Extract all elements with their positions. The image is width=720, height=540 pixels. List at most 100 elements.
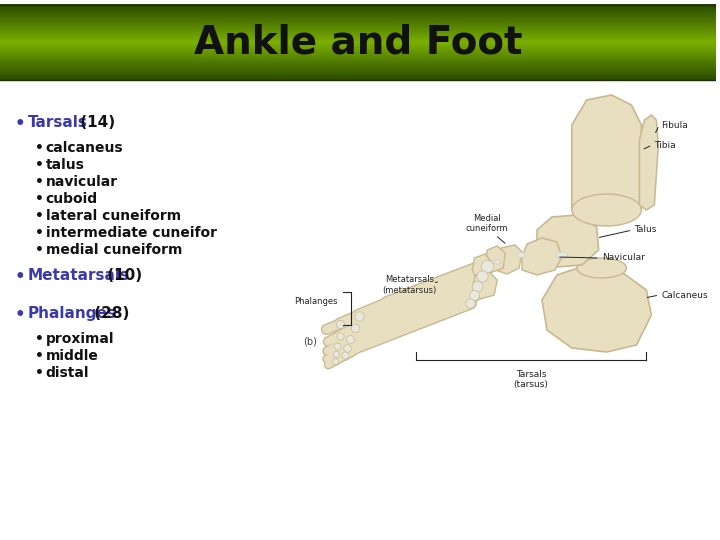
Bar: [0, 44, 716, 45]
Polygon shape: [472, 272, 498, 299]
Bar: [0, 14, 716, 16]
Bar: [0, 55, 716, 56]
Text: •: •: [15, 268, 25, 286]
Text: Phalanges: Phalanges: [28, 306, 117, 321]
Bar: [0, 30, 716, 32]
Bar: [0, 60, 716, 62]
Bar: [0, 21, 716, 22]
Bar: [0, 48, 716, 50]
Bar: [0, 33, 716, 34]
Polygon shape: [639, 115, 658, 210]
Bar: [0, 29, 716, 30]
Bar: [0, 12, 716, 14]
Bar: [0, 10, 716, 11]
Bar: [0, 14, 716, 15]
Text: •: •: [15, 115, 25, 133]
Bar: [0, 51, 716, 52]
Text: (10): (10): [102, 268, 143, 283]
Bar: [0, 29, 716, 30]
Polygon shape: [485, 246, 505, 272]
Bar: [0, 43, 716, 44]
Bar: [0, 28, 716, 29]
Bar: [0, 65, 716, 67]
Bar: [0, 10, 716, 12]
Polygon shape: [572, 95, 642, 225]
Bar: [0, 75, 716, 77]
Bar: [0, 78, 716, 79]
Bar: [0, 45, 716, 46]
Bar: [0, 65, 716, 66]
Text: navicular: navicular: [46, 175, 118, 189]
Bar: [0, 66, 716, 68]
Bar: [0, 56, 716, 57]
Text: Tarsals: Tarsals: [28, 115, 88, 130]
Bar: [0, 73, 716, 75]
Bar: [0, 70, 716, 72]
Text: Tarsals
(tarsus): Tarsals (tarsus): [513, 370, 549, 389]
Polygon shape: [522, 238, 562, 275]
Bar: [0, 79, 716, 80]
Polygon shape: [495, 245, 522, 274]
Text: proximal: proximal: [46, 332, 114, 346]
Bar: [0, 8, 716, 10]
Bar: [0, 6, 716, 7]
Bar: [0, 9, 716, 11]
Text: •: •: [35, 158, 44, 172]
Bar: [0, 19, 716, 21]
Text: Navicular: Navicular: [602, 253, 644, 262]
Text: •: •: [35, 192, 44, 206]
Bar: [0, 32, 716, 33]
Bar: [0, 17, 716, 18]
Text: Fibula: Fibula: [661, 120, 688, 130]
Text: medial cuneiform: medial cuneiform: [46, 243, 182, 257]
Text: •: •: [35, 175, 44, 189]
Bar: [0, 75, 716, 76]
Bar: [0, 72, 716, 74]
Text: •: •: [35, 226, 44, 240]
Bar: [0, 9, 716, 10]
Bar: [0, 11, 716, 13]
Text: calcaneus: calcaneus: [46, 141, 123, 155]
Bar: [0, 32, 716, 34]
Bar: [0, 60, 716, 61]
Bar: [0, 5, 716, 6]
Bar: [0, 15, 716, 16]
Bar: [0, 61, 716, 63]
Bar: [0, 77, 716, 78]
Text: middle: middle: [46, 349, 99, 363]
Bar: [0, 17, 716, 18]
Text: Phalanges: Phalanges: [294, 298, 338, 307]
Bar: [0, 65, 716, 66]
Bar: [0, 52, 716, 54]
Bar: [0, 35, 716, 36]
Ellipse shape: [577, 258, 626, 278]
Bar: [0, 44, 716, 45]
Ellipse shape: [556, 252, 568, 258]
Bar: [0, 39, 716, 41]
Bar: [0, 25, 716, 27]
Bar: [0, 22, 716, 23]
Bar: [0, 10, 716, 11]
Bar: [0, 64, 716, 66]
Bar: [0, 47, 716, 49]
Bar: [0, 50, 716, 51]
Bar: [0, 40, 716, 42]
Bar: [0, 64, 716, 65]
Text: Calcaneus: Calcaneus: [661, 291, 708, 300]
Bar: [0, 58, 716, 59]
Bar: [0, 48, 716, 49]
Bar: [0, 37, 716, 39]
Bar: [0, 38, 716, 39]
Text: Tibia: Tibia: [654, 140, 676, 150]
Text: (28): (28): [89, 306, 129, 321]
Bar: [0, 31, 716, 32]
Text: Metatarsals
(metatarsus): Metatarsals (metatarsus): [382, 275, 437, 295]
Ellipse shape: [517, 253, 525, 258]
Bar: [0, 70, 716, 71]
Bar: [0, 24, 716, 25]
Bar: [0, 27, 716, 29]
Bar: [0, 51, 716, 52]
Bar: [0, 78, 716, 79]
Bar: [0, 42, 716, 43]
Text: Talus: Talus: [634, 226, 657, 234]
